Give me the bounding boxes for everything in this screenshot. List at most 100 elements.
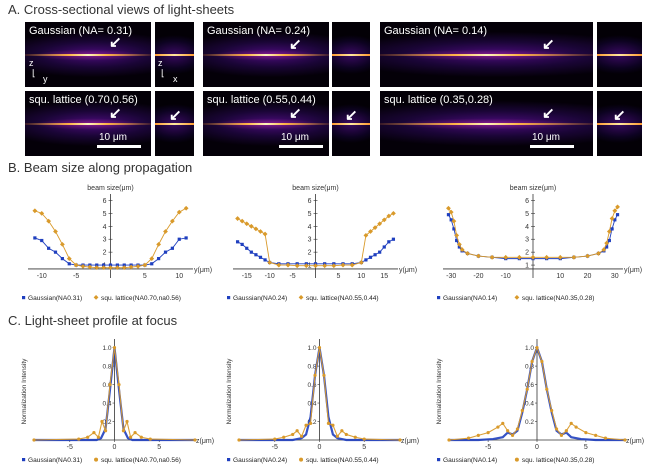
- data-point-lattice: [603, 436, 608, 440]
- x-tick-label: -10: [37, 273, 47, 280]
- legend-gaussian: Gaussian(NA0.24): [233, 457, 287, 464]
- data-point-gaussian: [615, 213, 620, 217]
- panel-side-gaussian-1: z ⌊ x: [155, 22, 194, 87]
- data-point-gaussian: [53, 250, 58, 254]
- data-point-lattice: [117, 382, 121, 387]
- data-point-lattice: [520, 408, 524, 413]
- axis-z-label: z: [158, 58, 163, 68]
- data-point-lattice: [372, 225, 378, 230]
- y-tick-label: 3: [308, 237, 312, 244]
- y-tick-label: 0.6: [307, 382, 316, 389]
- data-point-gaussian: [607, 238, 611, 243]
- data-point-lattice: [193, 438, 197, 442]
- panel-side-lattice-3: ↙: [597, 91, 642, 156]
- panel-gaussian-2: Gaussian (NA= 0.24) ↙: [203, 22, 329, 87]
- data-point-gaussian: [108, 263, 113, 267]
- arrow-icon: ↙: [169, 107, 182, 124]
- y-tick-label: 6: [308, 198, 312, 205]
- x-tick-label: 5: [336, 273, 340, 280]
- x-tick-label: 10: [556, 273, 564, 280]
- data-point-lattice: [183, 205, 189, 211]
- profile-chart-1: Normalization Intensityz(μm)0.20.40.60.8…: [21, 339, 214, 464]
- y-tick-label: 1.0: [102, 345, 111, 352]
- data-point-lattice: [128, 264, 134, 270]
- data-point-lattice: [594, 433, 598, 437]
- data-point-gaussian: [33, 236, 37, 240]
- data-point-lattice: [358, 260, 364, 265]
- data-point-lattice: [335, 434, 339, 438]
- panel-lattice-1-label: squ. lattice (0.70,0.56): [29, 94, 138, 106]
- panel-gaussian-1: Gaussian (NA= 0.31) ↙ z ⌊ y: [25, 22, 151, 87]
- legend-marker-gaussian: [437, 458, 441, 462]
- data-point-lattice: [100, 419, 104, 424]
- scale-bar: [530, 145, 574, 148]
- data-point-lattice: [516, 254, 522, 260]
- data-point-lattice: [80, 263, 86, 269]
- arrow-icon: ↙: [345, 107, 358, 124]
- y-tick-label: 4: [103, 224, 107, 231]
- beam-size-chart-3: beam size(μm) y(μm) 1 2 3 4 5 6 -30 -20 -10 10 20 30 G…: [437, 185, 642, 302]
- y-tick-label: 5: [525, 211, 529, 218]
- scale-label: 10 μm: [281, 132, 309, 143]
- data-point-lattice: [101, 265, 107, 271]
- data-point-lattice: [615, 204, 620, 210]
- data-point-lattice: [545, 387, 549, 391]
- legend-gaussian: Gaussian(NA0.31): [28, 295, 82, 302]
- data-point-gaussian: [364, 258, 368, 262]
- data-point-lattice: [540, 359, 544, 364]
- x-tick-label: 0: [318, 444, 322, 451]
- x-tick-label: -5: [73, 273, 79, 280]
- y-axis-label: Normalization Intensity: [21, 358, 28, 424]
- panel-side-lattice-2: ↙: [332, 91, 370, 156]
- y-tick-label: 0.4: [102, 401, 111, 408]
- data-point-lattice: [486, 431, 490, 435]
- data-point-lattice: [559, 433, 564, 437]
- legend-marker-lattice: [299, 457, 304, 462]
- data-point-gaussian: [157, 257, 161, 261]
- data-point-lattice: [322, 263, 328, 269]
- panel-gaussian-3: Gaussian (NA= 0.14) ↙: [380, 22, 593, 87]
- profile-chart-2: Normalization Intensityz(μm)0.20.40.60.8…: [226, 339, 419, 464]
- x-tick-label: 10: [175, 273, 183, 280]
- y-tick-label: 0.8: [102, 364, 111, 371]
- data-point-lattice: [94, 265, 100, 271]
- x-tick-label: 20: [584, 273, 592, 280]
- y-tick-label: 0.6: [102, 382, 111, 389]
- data-point-lattice: [262, 231, 268, 237]
- panel-side-lattice-1: ↙: [155, 91, 194, 156]
- data-point-lattice: [92, 431, 96, 435]
- x-axis-label: z(μm): [196, 438, 214, 445]
- scale-label: 10 μm: [532, 132, 560, 143]
- data-point-lattice: [574, 425, 578, 429]
- data-point-lattice: [317, 346, 322, 350]
- panel-lattice-3: squ. lattice (0.35,0.28) ↙ 10 μm: [380, 91, 593, 156]
- data-point-lattice: [308, 421, 313, 425]
- data-point-lattice: [108, 265, 113, 271]
- legend-marker-gaussian: [22, 296, 26, 300]
- data-point-lattice: [451, 218, 457, 224]
- data-point-lattice: [237, 438, 241, 442]
- data-point-gaussian: [47, 246, 51, 250]
- x-tick-label: -5: [67, 444, 73, 451]
- section-b-title: B. Beam size along propagation: [8, 160, 193, 175]
- data-point-lattice: [584, 431, 588, 435]
- data-point-lattice: [604, 240, 610, 246]
- scale-bar: [97, 145, 141, 148]
- data-point-lattice: [291, 432, 295, 437]
- data-point-lattice: [489, 254, 495, 260]
- data-point-lattice: [454, 232, 460, 238]
- data-point-gaussian: [170, 246, 174, 250]
- data-point-gaussian: [240, 242, 244, 246]
- axis-x-label: x: [173, 74, 178, 84]
- y-tick-label: 4: [308, 224, 312, 231]
- data-point-gaussian: [184, 236, 188, 240]
- data-point-lattice: [112, 346, 117, 350]
- data-point-gaussian: [150, 262, 154, 266]
- data-point-gaussian: [102, 263, 106, 267]
- x-tick-label: -5: [289, 273, 295, 280]
- y-tick-label: 4: [525, 224, 529, 231]
- data-point-lattice: [446, 205, 451, 211]
- legend-marker-lattice: [94, 457, 99, 462]
- data-point-lattice: [169, 218, 175, 224]
